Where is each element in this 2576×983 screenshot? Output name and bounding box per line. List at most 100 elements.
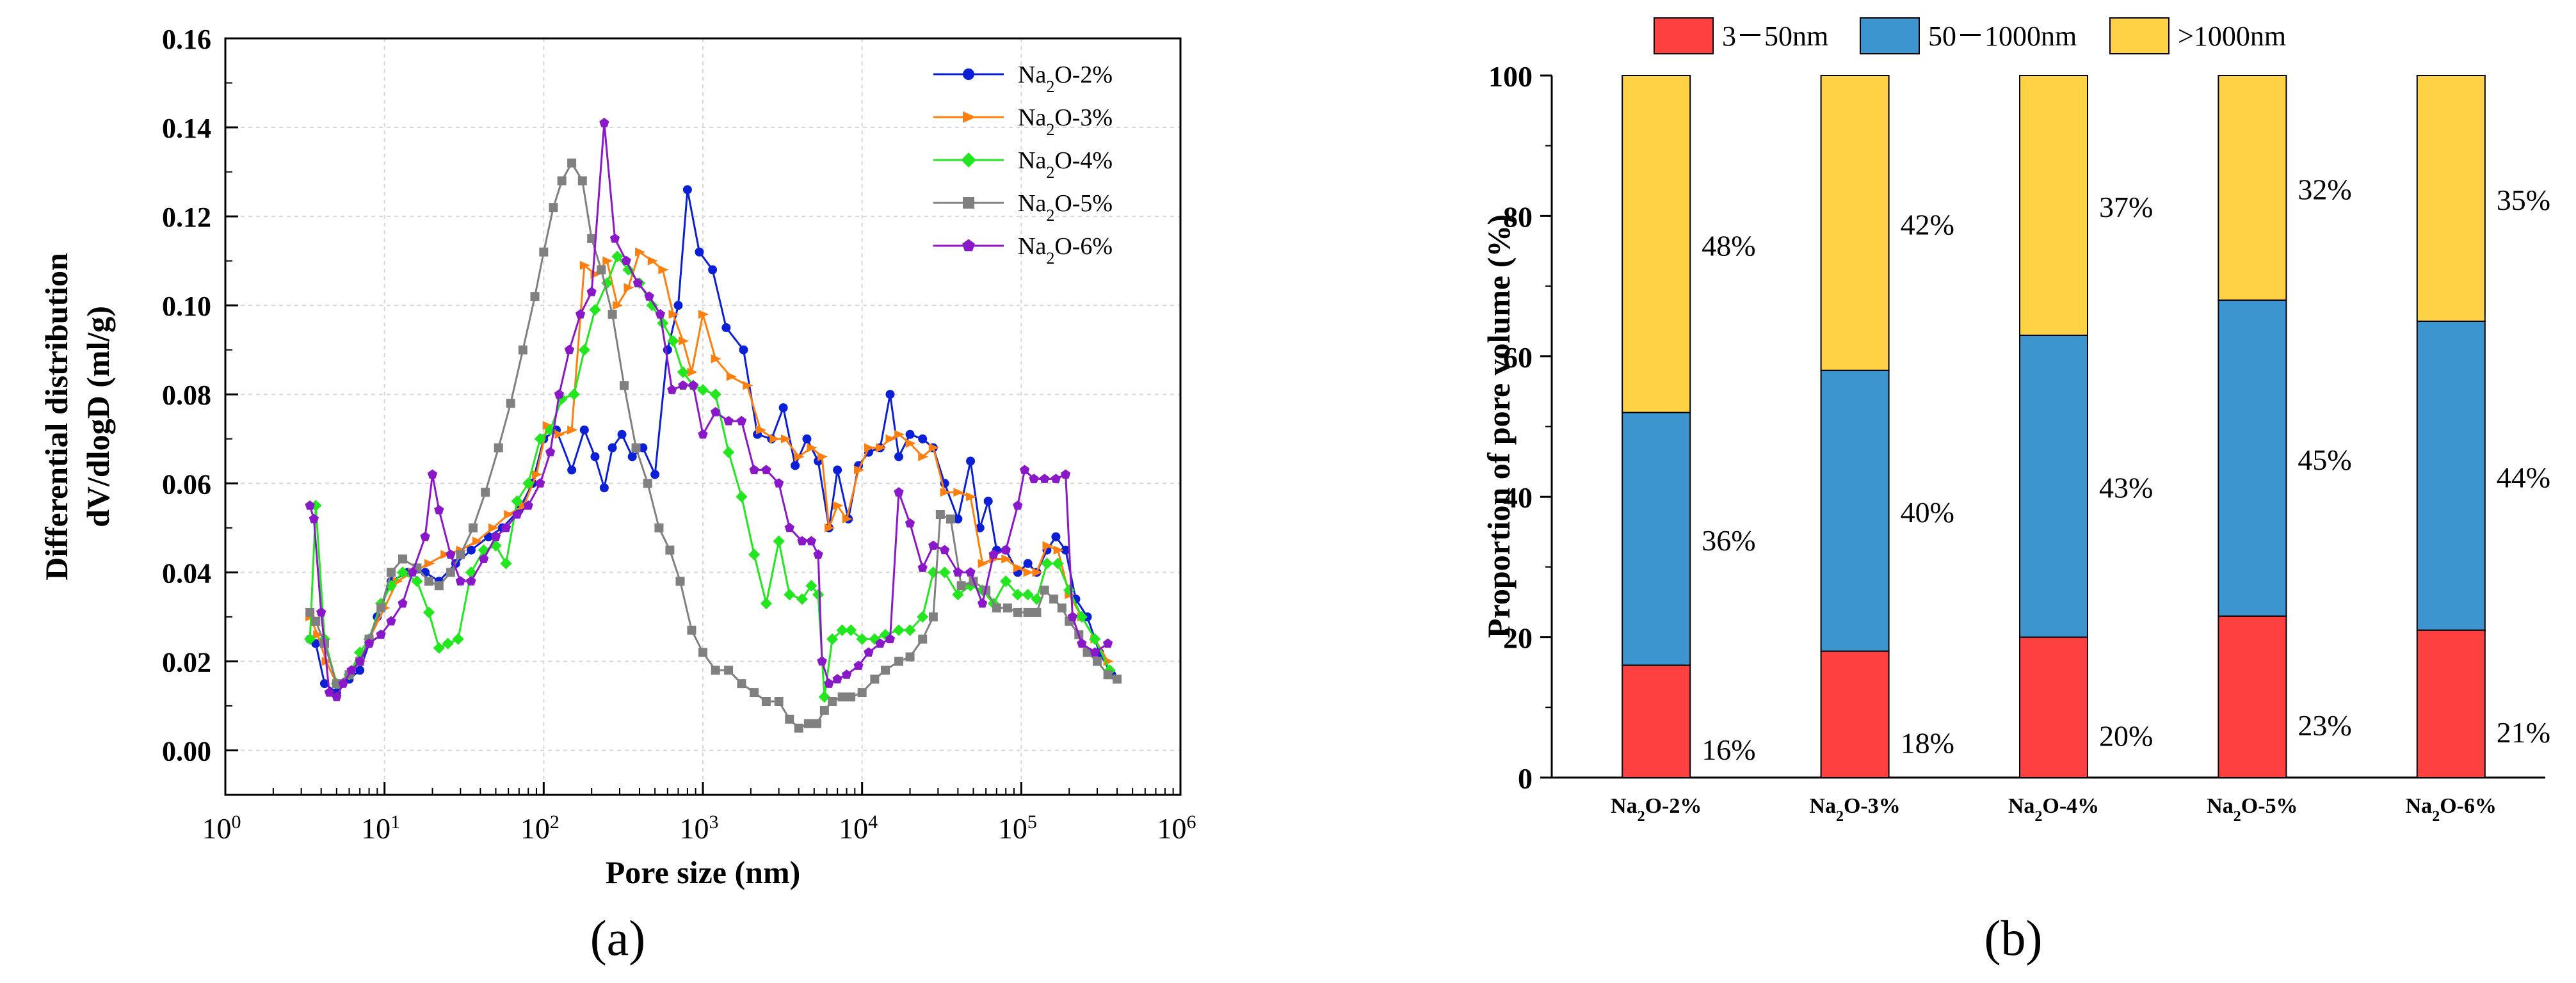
- data-point: [1023, 559, 1033, 568]
- data-point: [774, 696, 784, 706]
- data-point: [826, 633, 839, 645]
- data-point: [864, 647, 874, 657]
- data-point: [589, 304, 601, 316]
- data-point: [918, 452, 929, 461]
- bar-value-label: 43%: [2099, 472, 2153, 504]
- data-point: [1013, 563, 1024, 573]
- data-point: [440, 550, 451, 559]
- data-point: [696, 384, 709, 396]
- data-point: [750, 688, 759, 698]
- data-point: [673, 301, 683, 310]
- data-point: [452, 633, 464, 645]
- data-point: [311, 616, 321, 626]
- data-point: [446, 568, 455, 577]
- data-point: [687, 625, 696, 635]
- data-point: [1061, 545, 1070, 555]
- bar-segment: [1622, 75, 1691, 413]
- data-point: [587, 234, 597, 243]
- data-point: [988, 549, 999, 559]
- data-point: [1113, 675, 1122, 684]
- data-point: [1029, 474, 1039, 483]
- data-point: [870, 675, 880, 684]
- data-point: [1040, 474, 1050, 483]
- data-point: [761, 696, 771, 706]
- data-point: [708, 265, 718, 275]
- data-point: [577, 176, 587, 186]
- series-3: [304, 250, 1116, 703]
- data-point: [364, 638, 374, 648]
- data-point: [785, 714, 794, 724]
- bar-value-label: 20%: [2099, 719, 2153, 752]
- data-point: [749, 465, 759, 474]
- series-line: [309, 251, 1109, 685]
- data-point: [953, 514, 963, 523]
- data-point: [433, 642, 445, 654]
- legend-item: Na2O-6%: [933, 233, 1113, 268]
- data-point: [545, 447, 556, 457]
- data-point: [1023, 568, 1034, 577]
- bar-value-label: 45%: [2298, 444, 2351, 476]
- data-point: [621, 255, 631, 266]
- chart-b-legend: 3－50nm 50－1000nm >1000nm: [1654, 17, 2286, 54]
- data-point: [643, 479, 652, 488]
- data-point: [665, 545, 675, 555]
- bar-value-label: 21%: [2497, 716, 2550, 749]
- data-point: [797, 536, 807, 546]
- data-point: [608, 443, 617, 452]
- data-point: [966, 492, 977, 502]
- data-point: [837, 692, 847, 702]
- legend-label: >1000nm: [2178, 20, 2286, 52]
- legend-item: Na2O-5%: [933, 190, 1113, 225]
- data-point: [530, 292, 540, 301]
- x-tick-label: 103: [680, 811, 719, 845]
- data-point: [833, 501, 844, 511]
- series-4: [305, 158, 1122, 733]
- data-point: [961, 152, 976, 168]
- data-point: [678, 336, 689, 346]
- data-point: [682, 185, 692, 195]
- data-point: [398, 598, 408, 608]
- data-point: [817, 452, 828, 461]
- data-point: [806, 536, 817, 546]
- data-point: [885, 634, 896, 644]
- legend-item: Na2O-2%: [933, 61, 1113, 96]
- data-point: [420, 531, 430, 541]
- chart-a-x-axis-title: Pore size (nm): [606, 854, 801, 890]
- category-label: Na2O-4%: [2008, 794, 2099, 825]
- data-point: [935, 509, 945, 519]
- data-point: [549, 203, 558, 212]
- data-point: [879, 628, 892, 641]
- data-point: [1051, 474, 1061, 483]
- data-point: [876, 443, 887, 452]
- data-point: [938, 566, 951, 579]
- data-point: [905, 652, 915, 662]
- data-point: [894, 452, 903, 461]
- data-point: [512, 509, 522, 519]
- data-point: [760, 597, 773, 610]
- y-tick-label: 0.02: [162, 646, 211, 678]
- bar-segment: [1820, 369, 1890, 652]
- data-point: [635, 247, 646, 257]
- data-point: [611, 250, 624, 262]
- data-point: [644, 291, 654, 301]
- bar-value-label: 37%: [2099, 191, 2153, 223]
- data-point: [554, 429, 565, 439]
- legend-swatch: [1654, 17, 1714, 54]
- legend-label: 3－50nm: [1722, 20, 1828, 52]
- data-point: [332, 691, 342, 701]
- data-point: [791, 461, 800, 470]
- data-point: [535, 478, 545, 488]
- data-point: [396, 566, 409, 579]
- data-point: [1077, 638, 1087, 648]
- data-point: [711, 354, 721, 364]
- data-point: [1023, 607, 1033, 617]
- data-point: [977, 598, 988, 608]
- x-tick-label: 106: [1157, 811, 1196, 845]
- data-point: [427, 469, 438, 479]
- bar-value-label: 32%: [2298, 173, 2351, 206]
- data-point: [963, 68, 974, 80]
- data-point: [905, 429, 915, 439]
- y-tick-label: 0.16: [162, 24, 211, 55]
- x-tick-label: 104: [839, 811, 878, 845]
- data-point: [761, 465, 771, 474]
